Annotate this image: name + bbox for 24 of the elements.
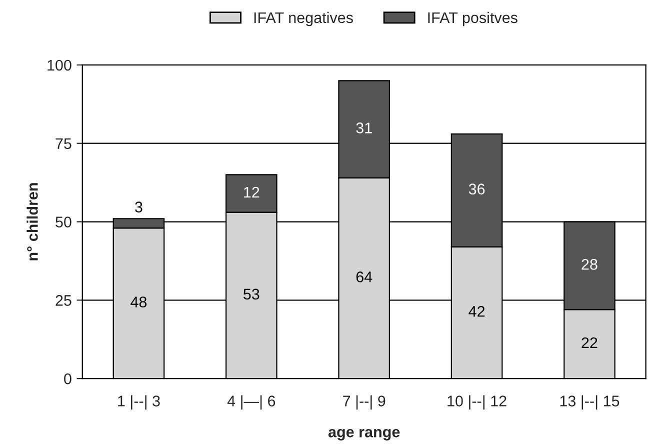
data-label: 3: [135, 202, 142, 212]
legend-label: IFAT positves: [428, 12, 518, 26]
data-label: 12: [244, 186, 260, 198]
y-tick-label: 50: [56, 216, 72, 228]
data-label: 53: [244, 288, 260, 300]
y-axis-title: n° children: [26, 183, 38, 260]
y-tick-label: 100: [48, 60, 72, 71]
data-label: 48: [130, 296, 147, 308]
x-axis-title: age range: [328, 428, 400, 440]
data-label: 36: [468, 184, 485, 194]
x-tick-label: 7 |--| 9: [343, 395, 386, 410]
legend-label: IFAT negatives: [254, 12, 353, 26]
y-tick-label: 0: [64, 373, 72, 384]
x-tick-label: 13 |--| 15: [560, 395, 620, 410]
x-tick-label: 4 |—| 6: [227, 395, 276, 410]
data-label: 42: [468, 306, 485, 317]
data-label: 22: [582, 337, 598, 348]
y-tick-label: 75: [56, 138, 72, 150]
x-tick-label: 10 |--| 12: [448, 395, 506, 410]
x-tick-label: 1 |--| 3: [118, 395, 160, 410]
data-label: 28: [582, 258, 598, 270]
data-label: 64: [356, 271, 372, 282]
y-tick-label: 25: [56, 295, 72, 306]
data-label: 31: [356, 122, 372, 134]
